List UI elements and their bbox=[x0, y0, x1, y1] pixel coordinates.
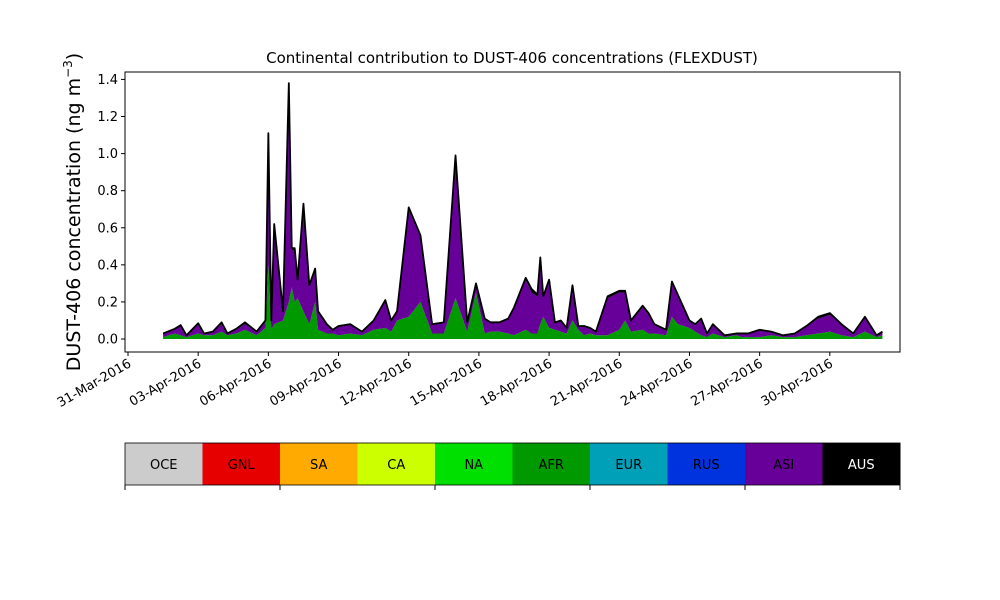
chart-title: Continental contribution to DUST-406 con… bbox=[266, 49, 758, 67]
y-tick-label: 0.6 bbox=[97, 221, 118, 236]
legend-swatch-ca bbox=[357, 443, 436, 485]
total-line bbox=[162, 82, 883, 337]
legend-label-oce: OCE bbox=[150, 458, 178, 473]
legend-swatch-rus bbox=[667, 443, 746, 485]
legend-swatch-asi bbox=[745, 443, 823, 485]
legend-label-aus: AUS bbox=[848, 458, 875, 473]
y-axis-label-exponent: −3 bbox=[61, 60, 75, 78]
series-layer bbox=[162, 82, 883, 340]
y-tick-label: 0.8 bbox=[97, 184, 118, 199]
y-tick-label: 0.4 bbox=[97, 258, 118, 273]
y-tick-label: 0.0 bbox=[97, 333, 118, 348]
y-tick-label: 1.2 bbox=[97, 110, 118, 125]
legend-label-gnl: GNL bbox=[228, 458, 256, 473]
colorbar-frame bbox=[124, 442, 901, 486]
legend-label-ca: CA bbox=[387, 458, 405, 473]
plot-area bbox=[124, 71, 901, 353]
y-axis-label-close: ) bbox=[63, 53, 85, 60]
legend-swatch-na bbox=[435, 443, 513, 485]
legend-label-sa: SA bbox=[310, 458, 327, 473]
legend-swatch-sa bbox=[280, 443, 358, 485]
legend-label-afr: AFR bbox=[539, 458, 564, 473]
region-legend-colorbar: OCE GNL SA CA NA AFR EUR RUS ASI AUS bbox=[124, 442, 901, 490]
y-tick-label: 1.4 bbox=[97, 73, 118, 88]
legend-label-eur: EUR bbox=[615, 458, 642, 473]
y-axis-label: DUST-406 concentration (ng m−3) bbox=[61, 53, 85, 371]
legend-label-asi: ASI bbox=[773, 458, 794, 473]
legend-swatch-gnl bbox=[202, 443, 281, 485]
legend-label-na: NA bbox=[464, 458, 483, 473]
y-axis: 0.0 0.2 0.4 0.6 0.8 1.0 1.2 1.4 bbox=[97, 73, 125, 348]
legend-swatch-afr bbox=[512, 443, 591, 485]
legend-label-rus: RUS bbox=[693, 458, 720, 473]
y-tick-label: 0.2 bbox=[97, 295, 118, 310]
legend-swatch-oce bbox=[125, 443, 203, 485]
y-tick-label: 1.0 bbox=[97, 147, 118, 162]
legend-swatch-aus bbox=[822, 443, 901, 485]
y-axis-label-main: DUST-406 concentration (ng m bbox=[63, 78, 85, 371]
legend-swatch-eur bbox=[590, 443, 668, 485]
